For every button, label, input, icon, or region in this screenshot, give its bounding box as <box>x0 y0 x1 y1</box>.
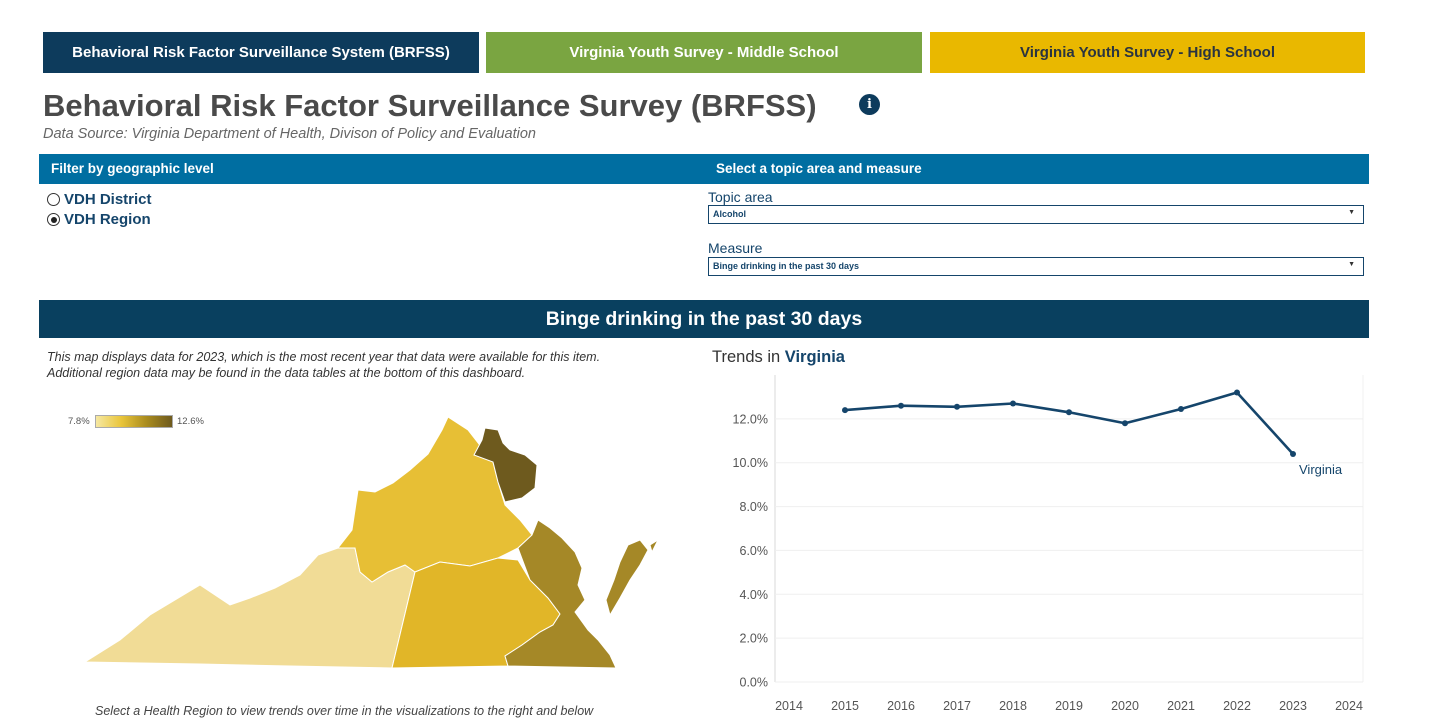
x-tick-label: 2017 <box>943 699 971 713</box>
measure-dropdown[interactable]: Binge drinking in the past 30 days ▼ <box>708 257 1364 276</box>
radio-vdh-region[interactable]: VDH Region <box>47 211 151 228</box>
data-point <box>1290 450 1296 457</box>
info-icon[interactable]: i <box>859 94 880 115</box>
map-note-line: This map displays data for 2023, which i… <box>47 350 601 364</box>
x-tick-label: 2020 <box>1111 699 1139 713</box>
radio-button-icon[interactable] <box>47 193 60 206</box>
y-tick-label: 10.0% <box>733 456 768 470</box>
data-point <box>1122 420 1128 427</box>
middle-school-tab[interactable]: Virginia Youth Survey - Middle School <box>486 32 922 73</box>
topic-area-value: Alcohol <box>713 209 746 219</box>
data-point <box>1066 409 1072 416</box>
y-tick-label: 2.0% <box>740 632 769 646</box>
topic-heading: Select a topic area and measure <box>716 161 922 176</box>
data-point <box>898 402 904 409</box>
region-eastern[interactable] <box>504 519 617 669</box>
section-header: Binge drinking in the past 30 days <box>39 300 1369 338</box>
x-tick-label: 2024 <box>1335 699 1363 713</box>
y-tick-label: 12.0% <box>733 412 768 426</box>
geo-filter-heading: Filter by geographic level <box>51 161 214 176</box>
caret-down-icon: ▼ <box>1348 261 1355 268</box>
caret-down-icon: ▼ <box>1348 209 1355 216</box>
measure-value: Binge drinking in the past 30 days <box>713 261 860 271</box>
section-title: Binge drinking in the past 30 days <box>545 307 863 330</box>
region-eastern-shore[interactable] <box>605 538 660 617</box>
map-footer-note: Select a Health Region to view trends ov… <box>95 704 594 718</box>
data-point <box>842 407 848 414</box>
y-tick-label: 4.0% <box>740 588 769 602</box>
radio-vdh-district[interactable]: VDH District <box>47 191 152 208</box>
topic-area-dropdown[interactable]: Alcohol ▼ <box>708 205 1364 224</box>
trend-title-prefix: Trends in <box>712 348 781 366</box>
trend-title-place: Virginia <box>784 348 845 366</box>
trend-line-chart: 0.0% 2.0% 4.0% 6.0% 8.0% 10.0% 12.0% 2014 2015 20… <box>733 375 1364 713</box>
brfss-tab[interactable]: Behavioral Risk Factor Surveillance Syst… <box>43 32 479 73</box>
legend-color-ramp <box>95 415 173 428</box>
radio-button-icon[interactable] <box>47 213 60 226</box>
y-tick-label: 0.0% <box>740 676 769 690</box>
topic-area-label: Topic area <box>708 189 773 205</box>
data-point <box>954 403 960 410</box>
data-source: Data Source: Virginia Department of Heal… <box>43 126 536 142</box>
legend-min-label: 7.8% <box>68 416 90 427</box>
y-tick-label: 8.0% <box>740 500 769 514</box>
x-tick-label: 2018 <box>999 699 1027 713</box>
measure-label: Measure <box>708 240 763 256</box>
radio-label: VDH District <box>64 191 152 208</box>
region-northern[interactable] <box>473 427 538 503</box>
legend-max-label: 12.6% <box>177 416 204 427</box>
filter-bar: Filter by geographic level Select a topi… <box>39 154 1369 184</box>
high-school-tab[interactable]: Virginia Youth Survey - High School <box>930 32 1365 73</box>
x-tick-label: 2015 <box>831 699 859 713</box>
x-tick-label: 2023 <box>1279 699 1307 713</box>
series-label: Virginia <box>1299 462 1343 477</box>
map-note-line: Additional region data may be found in t… <box>47 366 526 380</box>
virginia-region-map <box>83 416 660 669</box>
trend-title: Trends in Virginia <box>712 348 845 367</box>
x-tick-label: 2021 <box>1167 699 1195 713</box>
x-tick-label: 2016 <box>887 699 915 713</box>
x-tick-label: 2022 <box>1223 699 1251 713</box>
data-point <box>1234 389 1240 396</box>
map-note: This map displays data for 2023, which i… <box>47 349 600 381</box>
x-tick-label: 2019 <box>1055 699 1083 713</box>
y-tick-label: 6.0% <box>740 544 769 558</box>
radio-label: VDH Region <box>64 211 151 228</box>
series-line <box>844 391 1294 455</box>
data-point <box>1010 400 1016 407</box>
page-title: Behavioral Risk Factor Surveillance Surv… <box>43 88 817 123</box>
data-point <box>1178 405 1184 412</box>
x-tick-label: 2014 <box>775 699 803 713</box>
